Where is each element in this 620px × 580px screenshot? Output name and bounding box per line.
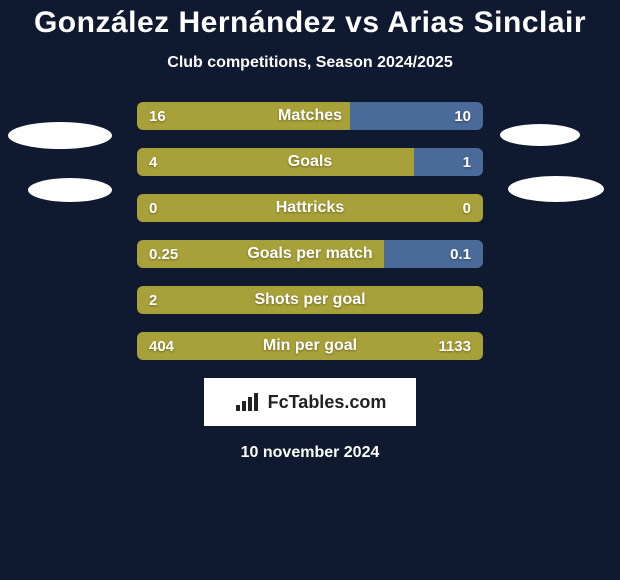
bar-right [414,148,483,176]
bar-left [137,332,483,360]
logo-box: FcTables.com [204,378,416,426]
stat-row: Min per goal4041133 [137,332,483,360]
bar-right [384,240,483,268]
bar-left [137,148,414,176]
date-label: 10 november 2024 [0,444,620,462]
decorative-ellipse [500,124,580,146]
page-title: González Hernández vs Arias Sinclair [0,0,620,40]
decorative-ellipse [8,122,112,149]
decorative-ellipse [508,176,604,202]
stat-row: Goals per match0.250.1 [137,240,483,268]
stat-row: Shots per goal2 [137,286,483,314]
bar-left [137,240,384,268]
stat-row: Goals41 [137,148,483,176]
subtitle: Club competitions, Season 2024/2025 [0,54,620,72]
stat-row: Hattricks00 [137,194,483,222]
bar-left [137,194,483,222]
logo-text: FcTables.com [268,392,387,413]
bar-right [350,102,483,130]
bar-left [137,286,483,314]
bar-left [137,102,350,130]
bar-chart-icon [234,391,262,413]
stat-row: Matches1610 [137,102,483,130]
decorative-ellipse [28,178,112,202]
